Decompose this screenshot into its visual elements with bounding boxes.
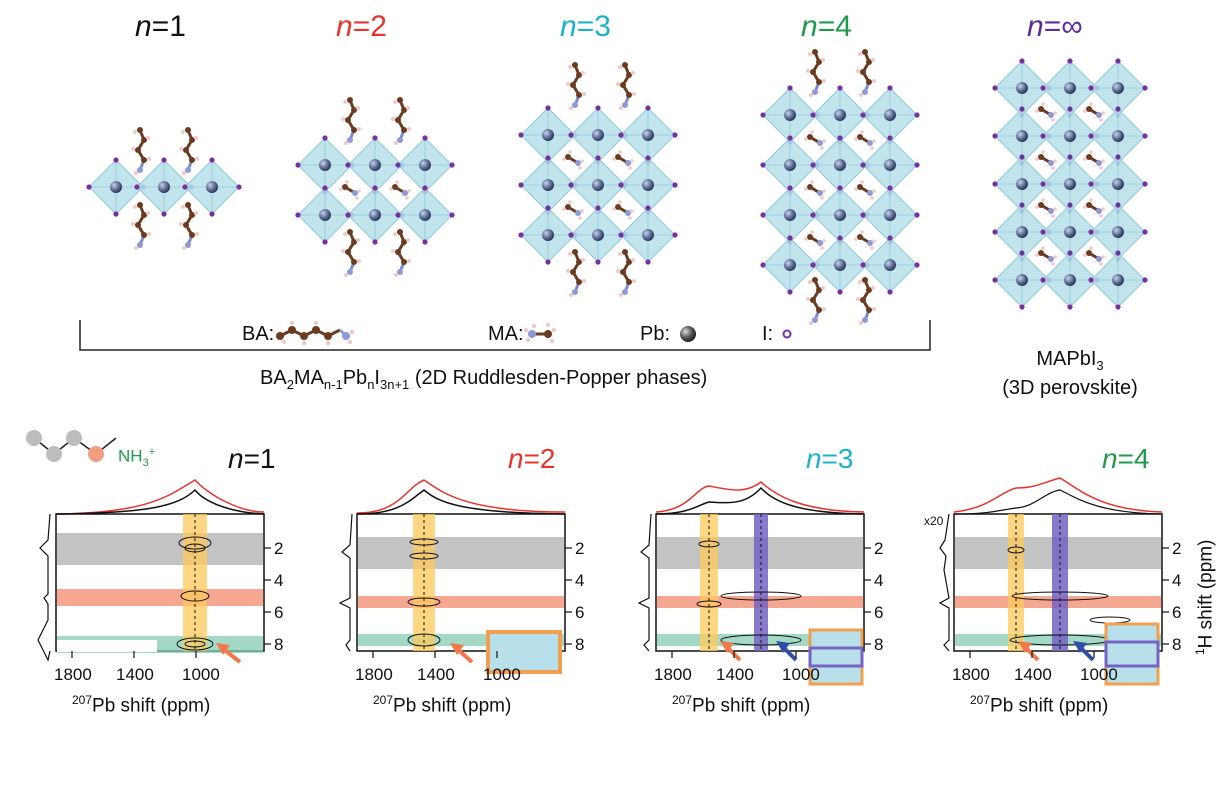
i-legend-label: I: <box>762 323 774 345</box>
phase-label-ninf: n=∞ <box>1027 10 1083 43</box>
rp-formula: BA2MAn-1PbnI3n+1 (2D Ruddlesden-Popper p… <box>260 367 708 392</box>
phase-label-n1: n=1 <box>135 10 186 43</box>
phase-label-n3: n=3 <box>560 10 611 43</box>
nmr-panel-n4 <box>938 477 1163 686</box>
panel-label-n3: n=3 <box>806 443 854 474</box>
nmr-panel-n1 <box>37 479 265 664</box>
panel-label-n4: n=4 <box>1102 443 1150 474</box>
panel-label-n1: n=1 <box>228 443 276 474</box>
scale-note: x20 <box>924 514 944 528</box>
ba-legend-label: BA: <box>242 323 275 345</box>
phase-label-n4: n=4 <box>801 10 852 43</box>
x-axis-label-n3: 207Pb shift (ppm) <box>672 693 811 717</box>
pb-atom-icon <box>680 326 696 342</box>
ba-molecule-icon <box>276 320 355 346</box>
bulk-caption: MAPbI3 (3D perovskite) <box>1002 348 1138 399</box>
pb-legend-label: Pb: <box>640 323 671 345</box>
x-axis-label-n4: 207Pb shift (ppm) <box>970 693 1109 717</box>
nmr-panel-n2 <box>338 479 566 674</box>
nmr-panel-n3 <box>637 481 865 686</box>
x-axis-label-n2: 207Pb shift (ppm) <box>373 693 512 717</box>
y-axis-label: 1H shift (ppm) <box>1193 539 1217 655</box>
rp-phases-bracket <box>79 320 931 351</box>
panel-label-n2: n=2 <box>508 443 556 474</box>
ammonium-label: NH3+ <box>118 446 156 470</box>
x-axis-label-n1: 207Pb shift (ppm) <box>72 693 211 717</box>
iodide-atom-icon <box>782 329 792 339</box>
phase-label-n2: n=2 <box>336 10 387 43</box>
x-tick-marks <box>71 651 1095 658</box>
y-tick-marks <box>264 547 1169 645</box>
ma-molecule-icon <box>523 322 557 344</box>
butylammonium-sketch <box>26 430 117 462</box>
ma-legend-label: MA: <box>488 323 524 345</box>
